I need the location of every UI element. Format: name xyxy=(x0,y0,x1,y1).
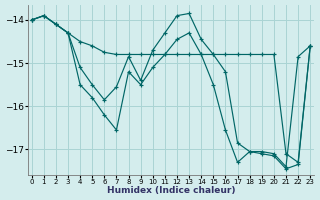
X-axis label: Humidex (Indice chaleur): Humidex (Indice chaleur) xyxy=(107,186,235,195)
